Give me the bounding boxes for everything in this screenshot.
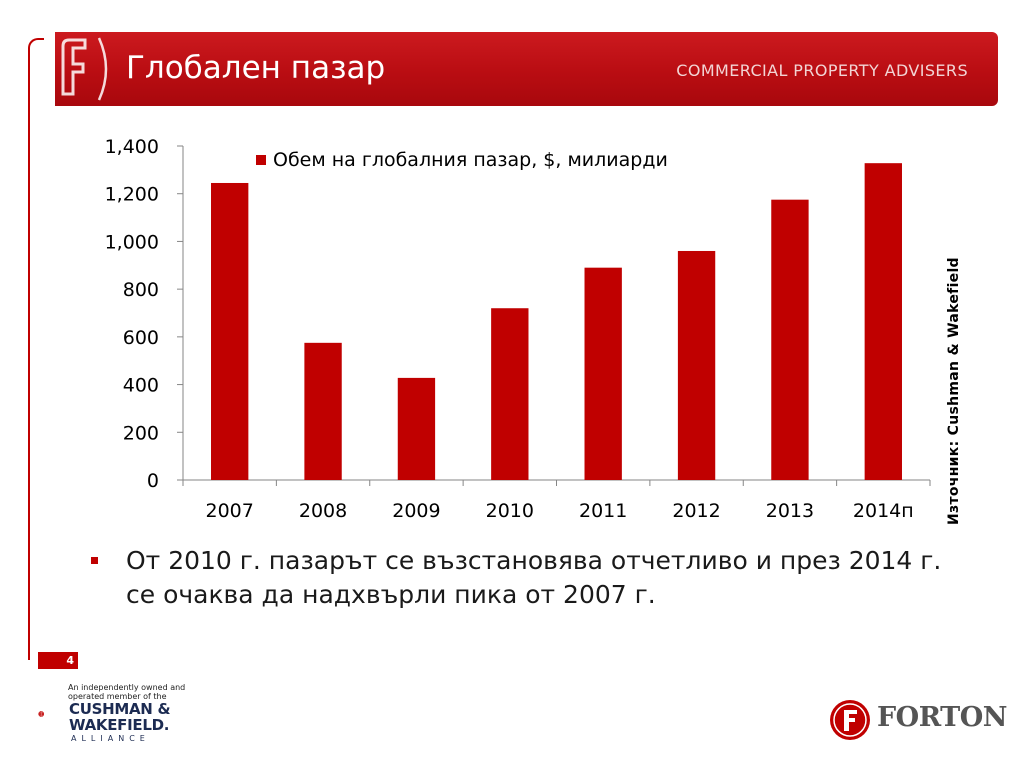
y-tick-label: 800 (123, 279, 159, 301)
source-note: Източник: Cushman & Wakefield (946, 257, 962, 525)
cw-tagline-line-2: operated member of the (68, 692, 167, 701)
cushman-wakefield-globe-icon (38, 711, 45, 717)
x-tick-label: 2012 (672, 500, 720, 522)
x-tick-label: 2007 (206, 500, 254, 522)
forton-wordmark: FORTON (877, 702, 1007, 733)
bar-2014п (864, 163, 902, 481)
x-tick-label: 2013 (766, 500, 814, 522)
cw-name: CUSHMAN & WAKEFIELD. (69, 700, 171, 734)
y-tick-label: 1,400 (105, 136, 159, 158)
cw-name-line-1: CUSHMAN & (69, 700, 171, 718)
cw-alliance: ALLIANCE (71, 734, 150, 743)
bar-2013 (771, 199, 809, 480)
legend-label: Обем на глобалния пазар, $, милиарди (273, 149, 668, 171)
bar-2011 (584, 267, 622, 480)
page-title: Глобален пазар (126, 50, 386, 86)
header-frame-line (28, 38, 44, 660)
bar-series (211, 163, 902, 481)
cw-tagline-line-1: An independently owned and (68, 683, 186, 692)
y-tick-label: 1,200 (105, 184, 159, 206)
x-tick-label: 2009 (392, 500, 440, 522)
cw-name-line-2: WAKEFIELD. (69, 716, 170, 734)
cw-tagline: An independently owned and operated memb… (68, 683, 188, 701)
bar-2008 (304, 342, 342, 480)
x-axis: 2007 2008 2009 2010 2011 2012 2013 2014п (182, 479, 931, 522)
x-tick-label: 2014п (853, 500, 914, 522)
bullet-text: От 2010 г. пазарът се възстановява отчет… (126, 546, 942, 609)
bullet-marker (91, 557, 98, 564)
y-tick-label: 200 (123, 422, 159, 444)
x-tick-label: 2010 (486, 500, 534, 522)
bar-2007 (211, 182, 249, 480)
legend-swatch (256, 155, 266, 165)
y-axis: 0 200 400 600 800 1,000 1,200 1,400 (105, 136, 184, 492)
forton-emblem-icon (830, 700, 870, 740)
y-tick-label: 1,000 (105, 231, 159, 253)
y-tick-label: 600 (123, 327, 159, 349)
header-band (55, 32, 998, 106)
bar-2009 (397, 377, 436, 480)
forton-f-brand-icon (61, 37, 108, 101)
y-tick-label: 0 (147, 470, 159, 492)
chart-legend: Обем на глобалния пазар, $, милиарди (256, 149, 668, 171)
bar-2012 (677, 250, 716, 480)
bar-2010 (491, 308, 529, 480)
page-number: 4 (38, 652, 78, 669)
header-subtitle: COMMERCIAL PROPERTY ADVISERS (676, 61, 968, 80)
y-tick-label: 400 (123, 375, 159, 397)
x-tick-label: 2011 (579, 500, 627, 522)
x-tick-label: 2008 (299, 500, 347, 522)
